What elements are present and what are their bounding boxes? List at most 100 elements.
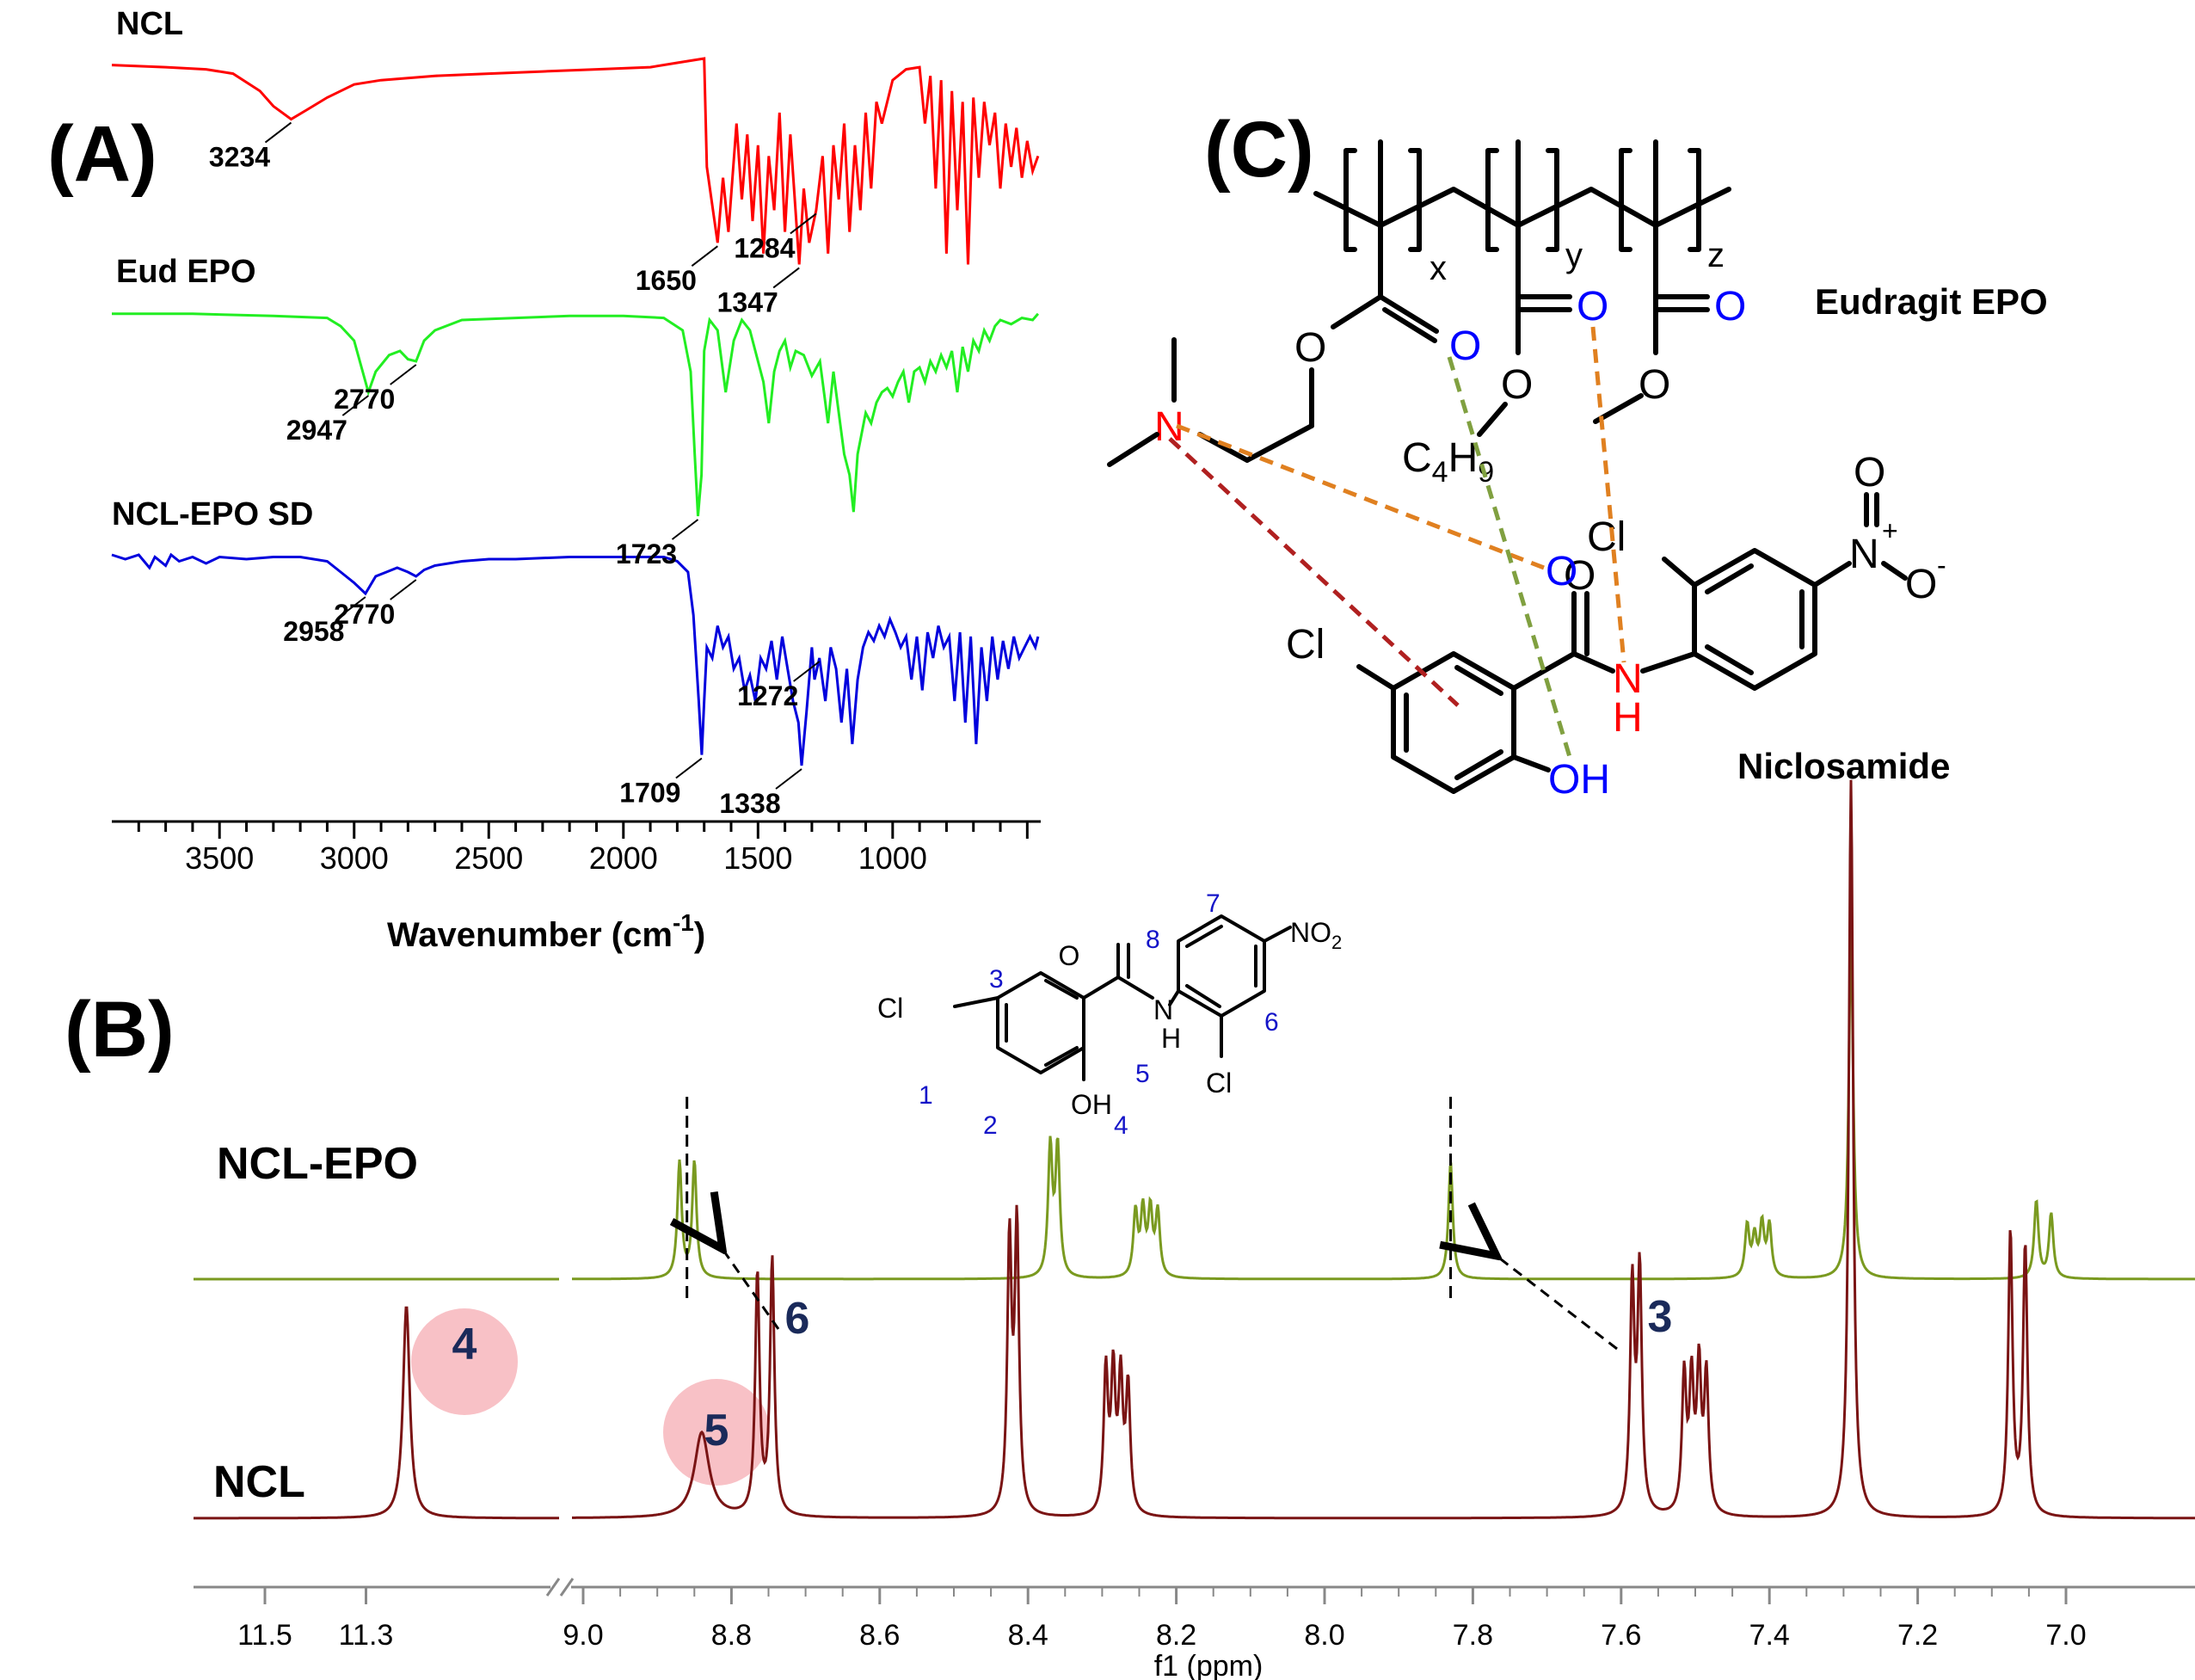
c-o-ester-1: O bbox=[1294, 325, 1326, 371]
ftir-annotation-leader bbox=[790, 212, 817, 235]
ftir-annotation-leader bbox=[671, 519, 699, 540]
b-num-4: 4 bbox=[1114, 1111, 1128, 1140]
b-num-7: 7 bbox=[1206, 889, 1220, 918]
eudragit-structure: x y z O O N O O C4H9 O O E bbox=[1107, 139, 2048, 489]
c-nitro-o-1: O bbox=[1854, 450, 1885, 495]
c-n-amide: N bbox=[1613, 656, 1643, 702]
nmr-trace-0 bbox=[572, 930, 2195, 1281]
peak-label-5: 5 bbox=[704, 1406, 729, 1455]
b-num-8: 8 bbox=[1146, 926, 1160, 954]
ftir-annotation-label: 1272 bbox=[737, 680, 798, 711]
ftir-x-axis-title: Wavenumber (cm-1) bbox=[387, 909, 705, 954]
ftir-tick-label: 1000 bbox=[858, 840, 927, 876]
nmr-tick-label: 11.3 bbox=[339, 1619, 394, 1652]
ftir-annotation-label: 1284 bbox=[734, 232, 795, 263]
c-nitro-n: N bbox=[1849, 532, 1879, 577]
ftir-annotation-label: 1338 bbox=[719, 788, 780, 819]
peak-label-6: 6 bbox=[785, 1294, 810, 1344]
ftir-annotation-leader bbox=[390, 364, 417, 385]
panel-c-label: (C) bbox=[1204, 106, 1314, 194]
c-nitro-plus: + bbox=[1882, 515, 1898, 546]
ftir-annotation-label: 1709 bbox=[619, 778, 680, 809]
c-nitro-minus: - bbox=[1937, 550, 1946, 581]
nmr-tick-label: 7.4 bbox=[1749, 1619, 1790, 1652]
c-o-ester-2: O bbox=[1501, 362, 1533, 408]
b-n: N bbox=[1153, 994, 1173, 1025]
b-num-3: 3 bbox=[989, 965, 1004, 994]
ftir-tick-label: 2000 bbox=[589, 840, 658, 876]
ftir-annotation-label: 2770 bbox=[334, 599, 395, 630]
c-o-amide: O bbox=[1564, 553, 1596, 599]
b-num-2: 2 bbox=[983, 1111, 998, 1140]
ftir-annotation-label: 1347 bbox=[717, 286, 778, 317]
nmr-tick-label: 9.0 bbox=[563, 1619, 603, 1652]
eudragit-label: Eudragit EPO bbox=[1815, 281, 2048, 322]
ftir-annotation-label: 2770 bbox=[334, 384, 395, 415]
b-num-5: 5 bbox=[1135, 1060, 1150, 1088]
sub-x: x bbox=[1430, 249, 1447, 287]
c-cl-1: Cl bbox=[1286, 622, 1325, 668]
b-cl-2: Cl bbox=[1206, 1068, 1232, 1098]
c-o-carbonyl-2: O bbox=[1577, 284, 1608, 329]
nmr-bottom-label: NCL bbox=[213, 1457, 305, 1507]
peak-label-3: 3 bbox=[1648, 1292, 1673, 1342]
ftir-ncl-label: NCL bbox=[116, 6, 183, 42]
sub-y: y bbox=[1565, 237, 1583, 274]
b-o: O bbox=[1059, 940, 1080, 971]
ftir-trace-0 bbox=[111, 57, 1040, 265]
b-no2: NO2 bbox=[1290, 917, 1342, 953]
interaction-n-o bbox=[1176, 423, 1545, 570]
ftir-annotations: 3234165013471284294727701723295827701709… bbox=[209, 121, 821, 819]
c-c4h9: C4H9 bbox=[1402, 435, 1494, 489]
ftir-sd-label: NCL-EPO SD bbox=[112, 496, 313, 532]
ftir-trace-2 bbox=[111, 552, 1040, 766]
ftir-tick-label: 1500 bbox=[723, 840, 792, 876]
ftir-annotation-leader bbox=[793, 661, 821, 682]
ftir-annotation-leader bbox=[775, 768, 802, 790]
ftir-spectra bbox=[111, 57, 1040, 766]
peak-5-highlight bbox=[663, 1379, 770, 1486]
peak-label-4: 4 bbox=[452, 1320, 477, 1369]
c-o-ester-3: O bbox=[1639, 362, 1670, 408]
ftir-annotation-leader bbox=[772, 267, 800, 289]
panel-a-label: (A) bbox=[47, 110, 157, 198]
c-o-carbonyl-3: O bbox=[1714, 284, 1746, 329]
ftir-annotation-leader bbox=[691, 245, 718, 267]
c-cl-2: Cl bbox=[1587, 514, 1626, 560]
ftir-tick-label: 3500 bbox=[185, 840, 254, 876]
c-h-amide: H bbox=[1613, 695, 1643, 741]
ftir-trace-1 bbox=[112, 312, 1040, 517]
ftir-annotation-label: 2947 bbox=[286, 415, 347, 446]
b-num-6: 6 bbox=[1264, 1008, 1279, 1037]
ftir-tick-label: 2500 bbox=[454, 840, 523, 876]
b-num-1: 1 bbox=[919, 1081, 933, 1110]
ftir-annotation-leader bbox=[341, 395, 369, 416]
nmr-trace-1 bbox=[194, 1306, 559, 1520]
nmr-x-axis-title: f1 (ppm) bbox=[1154, 1650, 1264, 1680]
interaction-o-oh bbox=[1447, 356, 1572, 758]
nmr-tick-label: 7.6 bbox=[1601, 1619, 1641, 1652]
c-o-hbond: O bbox=[1546, 549, 1577, 594]
ftir-annotation-label: 1723 bbox=[616, 538, 677, 569]
interaction-o-nh bbox=[1590, 326, 1626, 663]
ftir-epo-label: Eud EPO bbox=[116, 254, 256, 290]
ftir-annotation-leader bbox=[675, 757, 703, 779]
ftir-annotation-leader bbox=[390, 579, 417, 600]
c-oh: OH bbox=[1548, 757, 1610, 803]
nmr-top-label: NCL-EPO bbox=[217, 1139, 418, 1189]
nmr-tick-label: 8.2 bbox=[1156, 1619, 1196, 1652]
axis-break bbox=[545, 1574, 575, 1600]
nmr-tick-label: 8.0 bbox=[1304, 1619, 1344, 1652]
b-h: H bbox=[1161, 1023, 1181, 1054]
niclosamide-structure-b: Cl O N H OH Cl NO2 1 2 3 4 5 6 7 8 bbox=[877, 889, 1342, 1140]
nmr-tick-label: 11.5 bbox=[237, 1619, 292, 1652]
niclosamide-structure-c: Cl OH O N H Cl N + O O - O Niclosamide bbox=[1286, 450, 1950, 803]
b-oh: OH bbox=[1071, 1089, 1112, 1120]
nmr-tick-label: 7.0 bbox=[2045, 1619, 2086, 1652]
peak-4-highlight bbox=[411, 1308, 518, 1415]
shift-arrow-3 bbox=[1497, 1256, 1618, 1351]
nmr-spectra bbox=[194, 779, 2195, 1520]
ftir-ticks: 3500 3000 2500 2000 1500 1000 bbox=[137, 822, 1029, 876]
ftir-annotation-label: 2958 bbox=[283, 616, 344, 647]
